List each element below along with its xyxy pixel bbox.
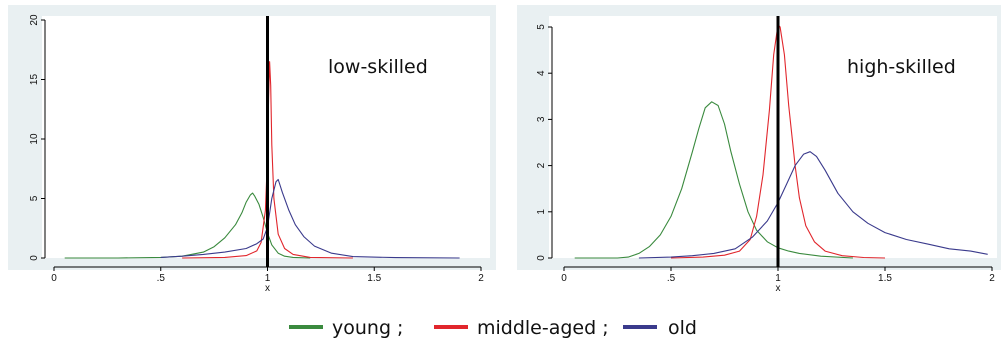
x-axis: 0 .5 1 1.5 2 x (561, 266, 995, 294)
panel-annotation: low-skilled (328, 56, 428, 78)
series-line-middle-aged (182, 61, 353, 259)
series-lines (574, 16, 988, 267)
y-tick-label: 4 (536, 70, 547, 76)
y-tick-label: 0 (29, 255, 40, 261)
y-tick-label: 20 (29, 14, 40, 26)
x-tick-label: 0 (51, 273, 57, 284)
panel-annotation: high-skilled (847, 56, 956, 78)
y-tick-label: 15 (29, 74, 40, 86)
series-line-young (64, 192, 311, 259)
y-axis: 0 5 10 15 20 (29, 14, 46, 261)
series-line-middle-aged (670, 24, 886, 259)
plot-area (549, 16, 997, 258)
x-axis-label: x (265, 283, 270, 294)
x-axis: 0 .5 1 1.5 2 x (51, 266, 484, 294)
legend-item-young: young ; (289, 317, 403, 339)
high-skilled-panel: 0 1 2 3 4 5 0 .5 1 1.5 2 x high-skilled (517, 5, 1001, 294)
y-tick-label: 0 (536, 255, 547, 261)
legend-label-middle-aged: middle-aged ; (477, 317, 609, 339)
low-skilled-panel: 0 5 10 15 20 0 .5 1 1.5 2 x low-skilled (8, 5, 496, 294)
y-tick-label: 5 (29, 195, 40, 201)
y-tick-label: 10 (29, 133, 40, 145)
x-tick-label: .5 (667, 273, 676, 284)
y-tick-label: 3 (536, 116, 547, 122)
series-lines (64, 16, 460, 267)
legend-label-old: old (668, 317, 697, 339)
legend: young ; middle-aged ; old (289, 317, 697, 339)
x-tick-label: 0 (561, 273, 567, 284)
x-tick-label: 1.5 (878, 273, 892, 284)
series-line-old (638, 151, 988, 259)
x-axis-label: x (776, 283, 781, 294)
x-tick-label: 1 (775, 273, 781, 284)
y-tick-label: 5 (536, 24, 547, 30)
y-tick-label: 2 (536, 162, 547, 168)
legend-label-young: young ; (332, 317, 403, 339)
legend-item-middle-aged: middle-aged ; (434, 317, 609, 339)
x-tick-label: 2 (478, 273, 484, 284)
series-line-old (160, 178, 460, 259)
series-line-young (574, 101, 853, 259)
x-tick-label: 1.5 (367, 273, 381, 284)
y-tick-label: 1 (536, 209, 547, 215)
y-axis: 0 1 2 3 4 5 (536, 24, 553, 261)
legend-item-old: old (623, 317, 697, 339)
x-tick-label: 1 (265, 273, 271, 284)
x-tick-label: 2 (989, 273, 995, 284)
x-tick-label: .5 (157, 273, 166, 284)
